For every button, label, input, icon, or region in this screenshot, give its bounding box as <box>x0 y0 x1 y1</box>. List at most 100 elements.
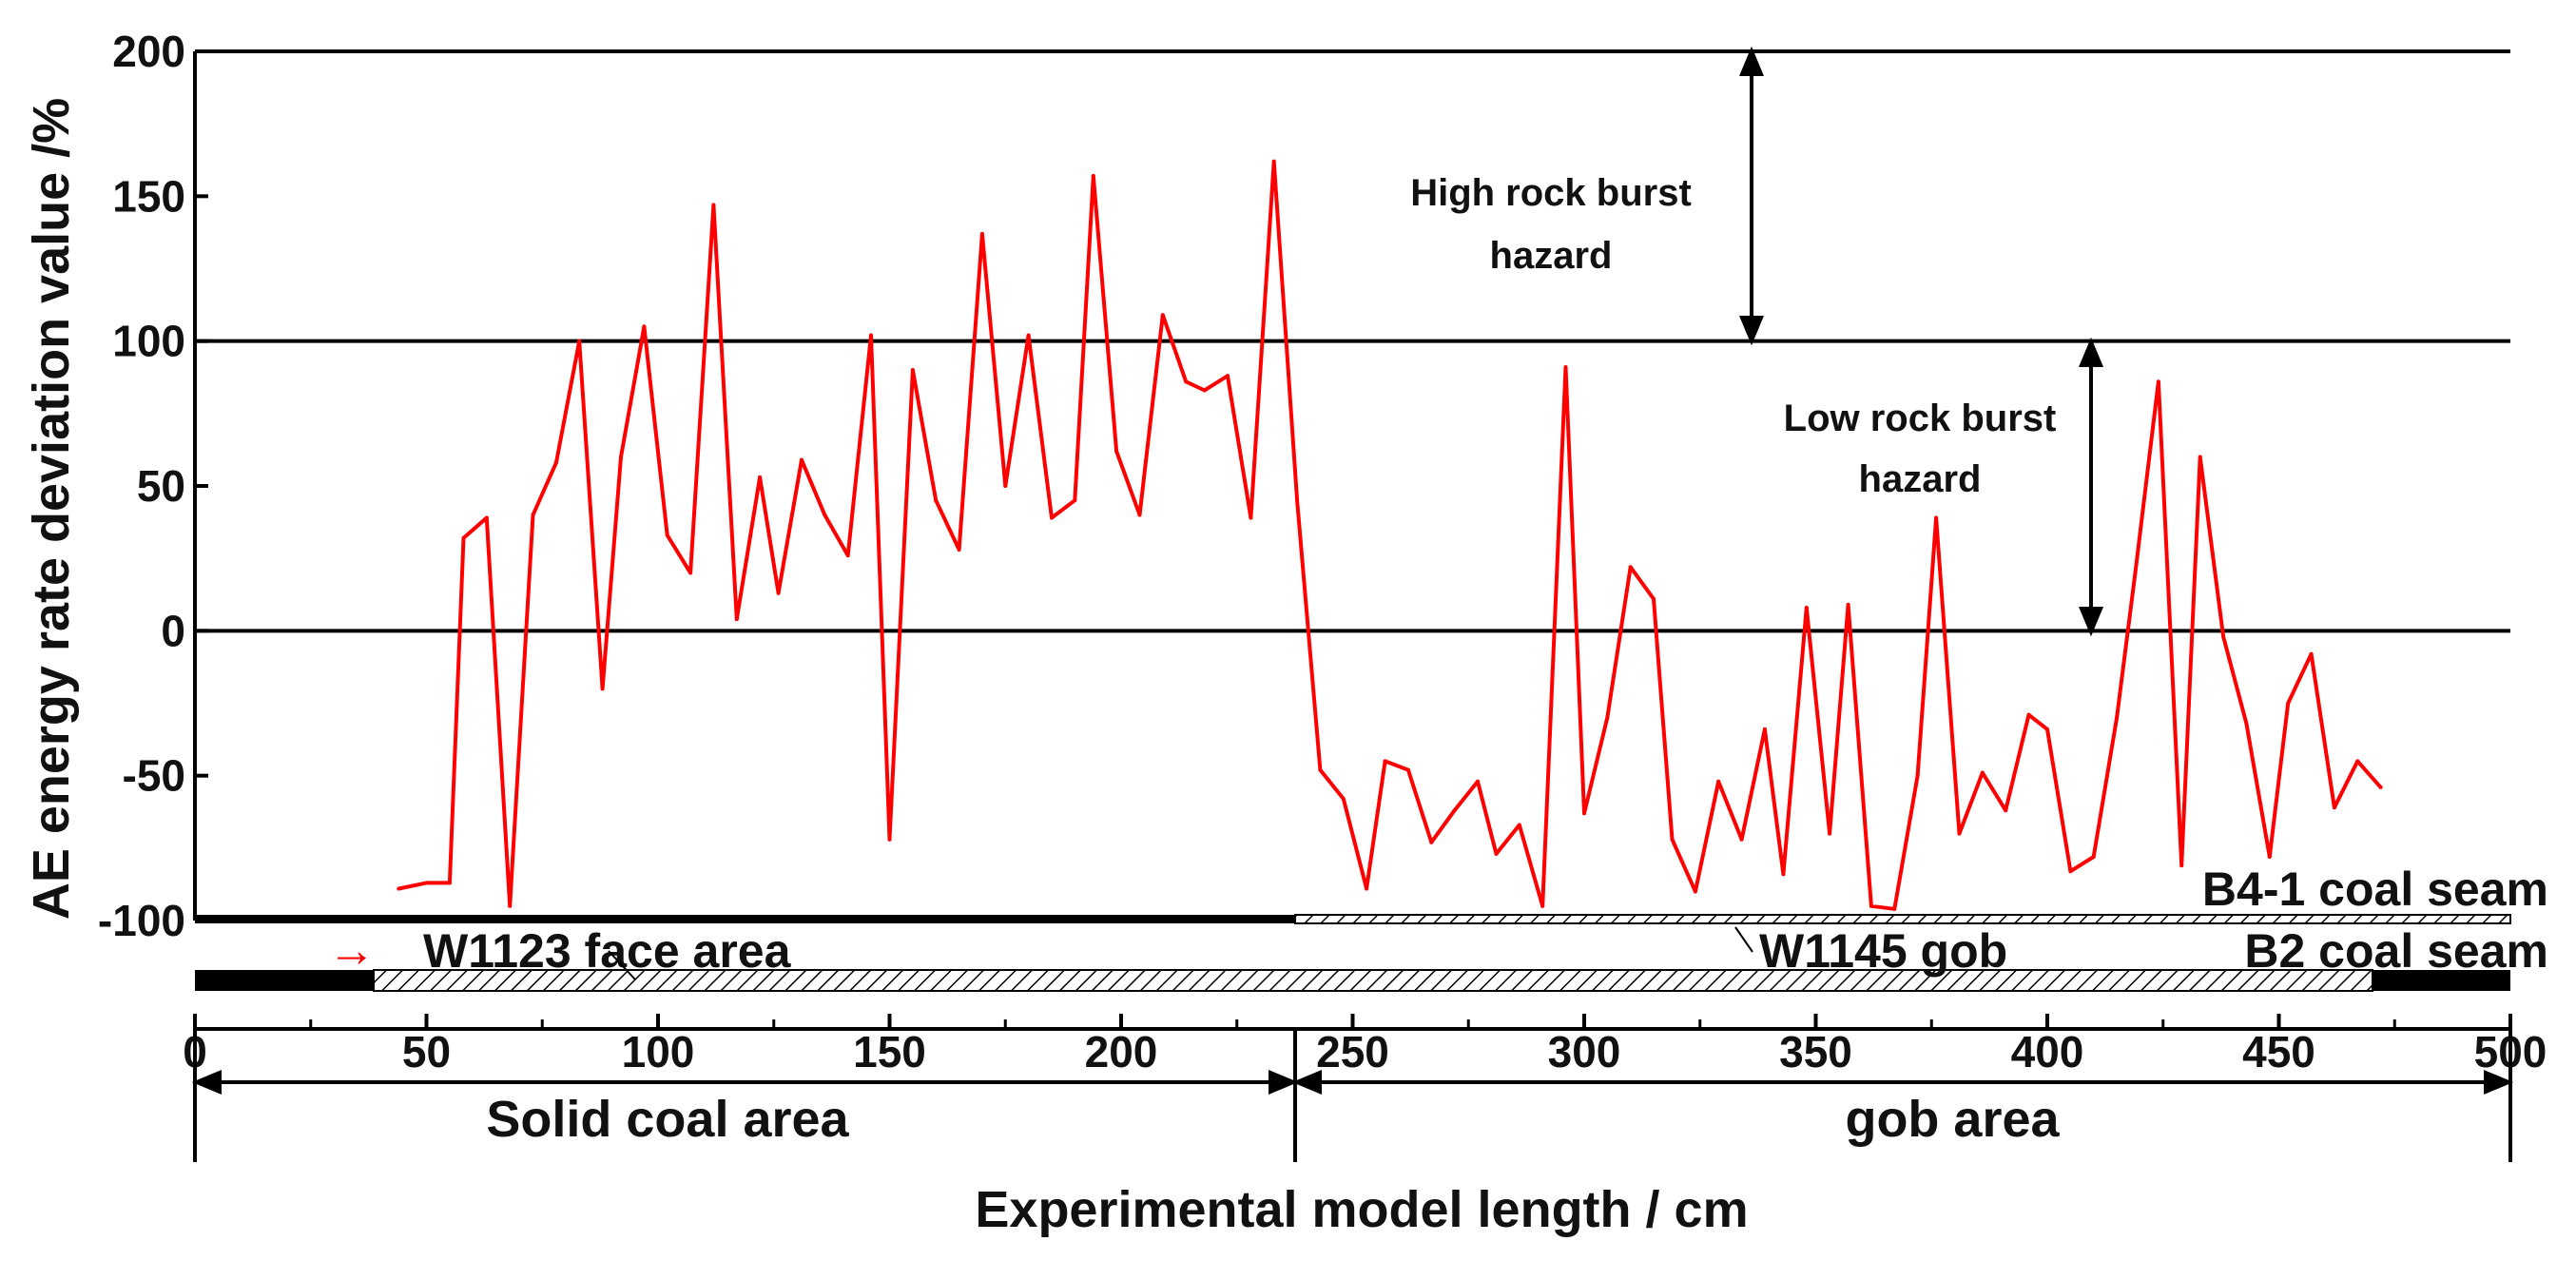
data-point <box>665 533 669 537</box>
data-point <box>619 455 624 459</box>
data-point <box>1271 159 1276 164</box>
data-point <box>1670 837 1675 842</box>
data-point <box>1295 498 1300 503</box>
x-tick-label: 450 <box>2242 1027 2315 1076</box>
gob-region-label: gob area <box>1845 1091 2060 1148</box>
b4-gob-strip <box>1294 914 2511 924</box>
data-point <box>577 339 582 343</box>
data-point <box>1540 903 1545 908</box>
data-point <box>1341 797 1346 802</box>
data-point <box>1049 515 1054 520</box>
high-hazard-line-1: High rock burst <box>1410 172 1692 214</box>
y-tick-label: -100 <box>98 896 185 945</box>
data-point <box>2156 379 2160 384</box>
data-point <box>484 515 489 520</box>
data-point <box>1475 779 1480 784</box>
data-point <box>1762 727 1767 731</box>
data-point <box>2332 805 2336 810</box>
solid-region-label: Solid coal area <box>486 1091 849 1148</box>
gob-region-arrow <box>1291 1070 2514 1095</box>
data-point <box>2355 759 2360 764</box>
data-point <box>734 617 739 622</box>
data-point <box>2179 863 2184 868</box>
data-point <box>1249 515 1253 520</box>
x-tick-label: 100 <box>622 1027 695 1076</box>
high-hazard-line-2: hazard <box>1490 235 1613 277</box>
data-point <box>1026 333 1031 338</box>
data-point <box>1828 831 1832 836</box>
data-point <box>2309 651 2314 656</box>
low-hazard-arrow <box>2079 337 2103 637</box>
data-point <box>1517 823 1521 827</box>
data-point <box>979 231 984 236</box>
data-point <box>2004 808 2008 813</box>
data-point <box>1980 770 1985 775</box>
series-line <box>397 159 2383 911</box>
data-point <box>1202 388 1207 393</box>
y-tick-label: 50 <box>137 461 185 511</box>
data-point <box>531 513 535 517</box>
low-hazard-line-1: Low rock burst <box>1784 398 2057 439</box>
data-point <box>776 591 781 595</box>
data-point <box>2068 869 2073 874</box>
data-point <box>823 513 827 517</box>
b2-seam-label: B2 coal seam <box>2244 924 2548 978</box>
low-hazard-label: Low rock burst hazard <box>1784 398 2057 500</box>
data-point <box>758 475 763 479</box>
y-tick-label: 100 <box>112 317 185 366</box>
b2-solid-right <box>2373 970 2510 991</box>
face-area-label: W1123 face area <box>423 924 792 978</box>
data-point <box>1365 886 1369 891</box>
y-axis-title: AE energy rate deviation value /% <box>23 98 80 920</box>
x-tick-label: 50 <box>402 1027 451 1076</box>
data-point <box>1091 174 1095 179</box>
data-point <box>934 498 939 503</box>
data-point <box>1781 872 1786 877</box>
data-point <box>1693 889 1697 894</box>
x-tick-label: 150 <box>853 1027 926 1076</box>
data-point <box>1915 773 1920 778</box>
data-point <box>553 460 558 465</box>
data-point <box>397 886 401 891</box>
data-point <box>1184 379 1189 384</box>
y-tick-label: 200 <box>112 27 185 76</box>
data-point <box>1652 596 1656 601</box>
data-point <box>1957 831 1962 836</box>
data-point <box>1869 903 1873 908</box>
high-hazard-label: High rock burst hazard <box>1410 172 1692 277</box>
x-tick-label: 250 <box>1316 1027 1389 1076</box>
data-point <box>642 324 647 329</box>
solid-region-arrow <box>191 1070 1299 1095</box>
data-point <box>1452 808 1457 813</box>
data-point <box>2286 701 2291 706</box>
y-tick-label: 150 <box>112 171 185 221</box>
data-point <box>1226 374 1230 378</box>
data-point <box>799 457 804 462</box>
data-point <box>1429 840 1434 844</box>
x-tick-label: 300 <box>1548 1027 1621 1076</box>
y-ticks: -100 -50 0 50 100 150 200 <box>98 27 208 945</box>
data-point <box>2026 712 2031 717</box>
data-point <box>869 333 874 338</box>
data-point <box>2198 455 2202 459</box>
data-point <box>2091 854 2096 859</box>
x-tick-label: 200 <box>1085 1027 1158 1076</box>
data-point <box>447 881 452 885</box>
data-point <box>1892 906 1897 911</box>
x-axis-title: Experimental model length / cm <box>975 1181 1748 1238</box>
data-point <box>2045 727 2049 731</box>
y-tick-label: 0 <box>161 606 185 655</box>
data-point <box>600 687 605 691</box>
data-point <box>910 368 915 373</box>
data-point <box>1003 484 1008 488</box>
data-point <box>2267 854 2272 859</box>
x-ticks: 050100150200250300350400450500 <box>183 1014 2547 1076</box>
data-point <box>1739 837 1744 842</box>
data-point <box>1160 313 1165 318</box>
data-point <box>1137 513 1142 517</box>
data-point <box>1605 715 1610 720</box>
y-tick-label: -50 <box>123 751 185 801</box>
b4-solid-strip <box>195 915 1295 923</box>
data-point <box>424 881 429 885</box>
data-point <box>1073 498 1077 503</box>
